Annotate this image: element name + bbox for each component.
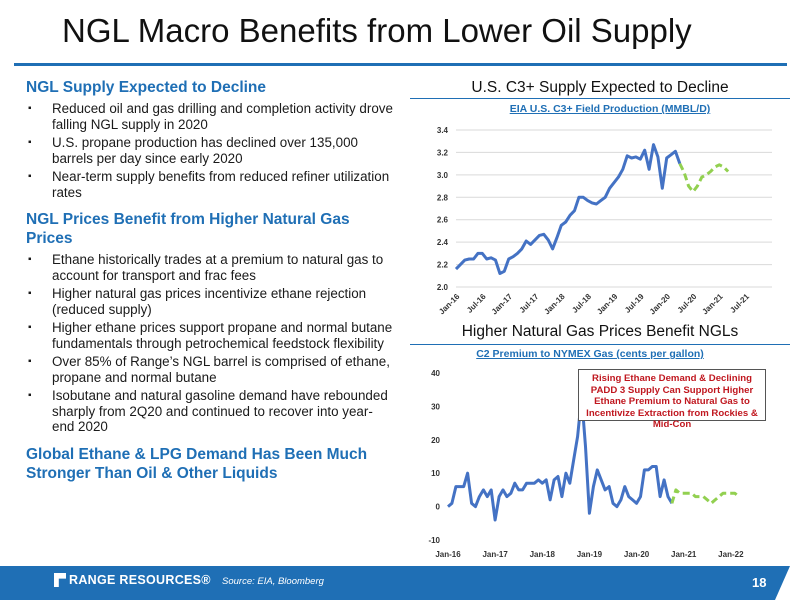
x-tick-label: Jan-19 xyxy=(577,550,603,559)
bullet-text: Isobutane and natural gasoline demand ha… xyxy=(52,388,388,434)
bullet-icon: ▪ xyxy=(28,137,32,148)
chart1-title: EIA U.S. C3+ Field Production (MMBL/D) xyxy=(509,103,711,115)
x-tick-label: Jan-17 xyxy=(490,292,515,317)
y-tick-label: 40 xyxy=(431,369,440,378)
chart2-callout: Rising Ethane Demand & Declining PADD 3 … xyxy=(578,369,766,430)
x-tick-label: Jan-21 xyxy=(671,550,697,559)
section-heading: Global Ethane & LPG Demand Has Been Much… xyxy=(26,445,368,482)
x-tick-label: Jul-20 xyxy=(676,292,699,315)
x-tick-label: Jan-21 xyxy=(700,292,725,317)
y-tick-label: 3.2 xyxy=(437,148,449,157)
y-tick-label: 2.6 xyxy=(437,216,449,225)
y-tick-label: 30 xyxy=(431,402,440,411)
title-divider xyxy=(14,63,787,66)
bullet-icon: ▪ xyxy=(28,171,32,182)
y-tick-label: -10 xyxy=(428,536,440,545)
list-item: ▪ Ethane historically trades at a premium… xyxy=(26,252,394,283)
left-text-column: NGL Supply Expected to Decline ▪ Reduced … xyxy=(26,78,394,487)
section-supply: NGL Supply Expected to Decline ▪ Reduced … xyxy=(26,78,394,200)
list-item: ▪ Higher ethane prices support propane an… xyxy=(26,320,394,351)
chart2-header: Higher Natural Gas Prices Benefit NGLs xyxy=(461,323,739,340)
bullet-icon: ▪ xyxy=(28,322,32,333)
section-heading: NGL Supply Expected to Decline xyxy=(26,79,267,96)
forecast-series-line xyxy=(670,488,740,505)
bullet-icon: ▪ xyxy=(28,356,32,367)
actual-series-line xyxy=(447,394,674,522)
chart1-divider xyxy=(410,98,790,99)
bullet-icon: ▪ xyxy=(28,288,32,299)
list-item: ▪ Over 85% of Range’s NGL barrel is compr… xyxy=(26,354,394,385)
list-item: ▪ U.S. propane production has declined ov… xyxy=(26,135,394,166)
list-item: ▪ Higher natural gas prices incentivize e… xyxy=(26,286,394,317)
section-heading: NGL Prices Benefit from Higher Natural G… xyxy=(26,211,350,247)
bullet-icon: ▪ xyxy=(28,254,32,265)
y-tick-label: 0 xyxy=(436,503,441,512)
x-tick-label: Jan-18 xyxy=(530,550,556,559)
y-tick-label: 2.0 xyxy=(437,283,449,292)
forecast-series-line xyxy=(678,162,730,194)
x-tick-label: Jan-19 xyxy=(595,292,620,317)
bullet-text: Over 85% of Range’s NGL barrel is compri… xyxy=(52,354,390,385)
bullet-list: ▪ Ethane historically trades at a premium… xyxy=(26,252,394,435)
chart2-svg: 40 30 20 10 0 -10 Jan-16 Jan-17 Jan-18 Jan-19 Jan-… xyxy=(428,369,744,559)
x-tick-label: Jan-16 xyxy=(437,292,462,317)
x-tick-label: Jan-18 xyxy=(542,292,567,317)
page-number: 18 xyxy=(752,575,767,590)
y-tick-label: 3.0 xyxy=(437,171,449,180)
x-tick-label: Jul-19 xyxy=(623,292,646,315)
section-prices: NGL Prices Benefit from Higher Natural G… xyxy=(26,210,394,435)
y-tick-label: 20 xyxy=(431,436,440,445)
x-tick-label: Jul-16 xyxy=(465,292,488,315)
x-tick-label: Jul-18 xyxy=(570,292,593,315)
section-demand: Global Ethane & LPG Demand Has Been Much… xyxy=(26,445,394,483)
footer-bar xyxy=(0,566,800,600)
bullet-list: ▪ Reduced oil and gas drilling and comple… xyxy=(26,101,394,200)
bullet-text: Ethane historically trades at a premium … xyxy=(52,252,384,283)
list-item: ▪ Isobutane and natural gasoline demand h… xyxy=(26,388,394,435)
y-tick-label: 2.4 xyxy=(437,238,449,247)
chart1-header: U.S. C3+ Supply Expected to Decline xyxy=(471,79,729,96)
list-item: ▪ Reduced oil and gas drilling and comple… xyxy=(26,101,394,132)
x-tick-label: Jan-20 xyxy=(624,550,650,559)
x-tick-label: Jan-17 xyxy=(482,550,508,559)
y-tick-label: 2.8 xyxy=(437,193,449,202)
bullet-text: Reduced oil and gas drilling and complet… xyxy=(52,101,393,132)
list-item: ▪ Near-term supply benefits from reduced … xyxy=(26,169,394,200)
x-tick-label: Jan-20 xyxy=(648,292,673,317)
chart2-title: C2 Premium to NYMEX Gas (cents per gallo… xyxy=(476,348,704,360)
company-logo-text: RANGE RESOURCES® xyxy=(69,573,211,587)
bullet-icon: ▪ xyxy=(28,103,32,114)
source-note: Source: EIA, Bloomberg xyxy=(222,576,324,587)
x-tick-label: Jan-22 xyxy=(718,550,744,559)
bullet-text: Higher natural gas prices incentivize et… xyxy=(52,286,367,317)
y-tick-label: 2.2 xyxy=(437,261,449,270)
bullet-text: U.S. propane production has declined ove… xyxy=(52,135,358,166)
bullet-icon: ▪ xyxy=(28,390,32,401)
chart2-divider xyxy=(410,344,790,345)
actual-series-line xyxy=(454,143,682,275)
bullet-text: Near-term supply benefits from reduced r… xyxy=(52,169,390,200)
x-tick-label: Jan-16 xyxy=(435,550,461,559)
x-tick-label: Jul-21 xyxy=(728,292,751,315)
y-tick-label: 3.4 xyxy=(437,126,449,135)
bullet-text: Higher ethane prices support propane and… xyxy=(52,320,393,351)
y-tick-label: 10 xyxy=(431,469,440,478)
page-title: NGL Macro Benefits from Lower Oil Supply xyxy=(62,12,692,49)
x-tick-label: Jul-17 xyxy=(518,292,541,315)
